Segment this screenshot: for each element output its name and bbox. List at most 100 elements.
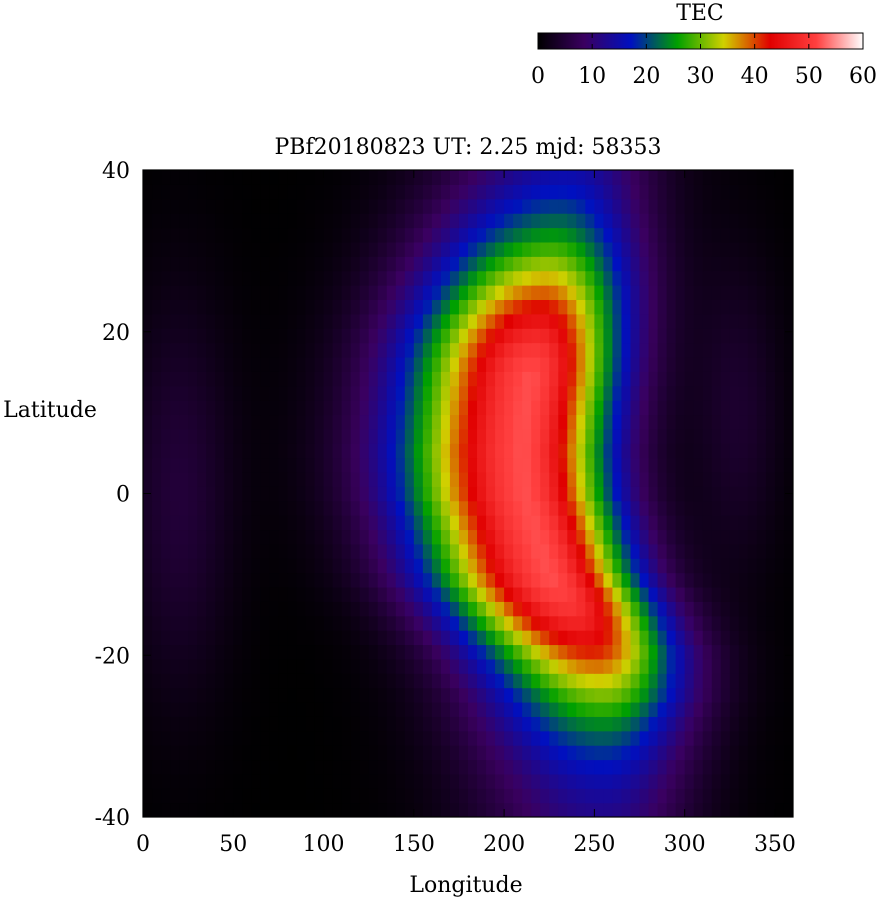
- heatmap-cell: [666, 457, 677, 473]
- heatmap-cell: [585, 601, 595, 617]
- heatmap-cell: [359, 170, 370, 185]
- heatmap-cell: [513, 615, 523, 631]
- heatmap-cell: [368, 170, 379, 185]
- heatmap-cell: [143, 400, 153, 416]
- heatmap-cell: [179, 687, 189, 703]
- heatmap-cell: [323, 270, 334, 286]
- heatmap-cell: [233, 414, 243, 430]
- heatmap-cell: [477, 443, 487, 459]
- heatmap-cell: [522, 241, 532, 257]
- heatmap-cell: [314, 500, 325, 516]
- heatmap-cell: [720, 443, 731, 459]
- heatmap-cell: [468, 687, 478, 703]
- heatmap-cell: [756, 227, 767, 243]
- heatmap-cell: [585, 170, 595, 185]
- heatmap-cell: [693, 428, 704, 444]
- heatmap-cell: [170, 285, 180, 300]
- heatmap-cell: [386, 385, 397, 401]
- heatmap-cell: [332, 788, 343, 804]
- heatmap-cell: [585, 658, 595, 674]
- heatmap-cell: [449, 428, 460, 444]
- heatmap-cell: [449, 572, 460, 588]
- heatmap-cell: [287, 285, 298, 300]
- heatmap-cell: [449, 486, 460, 502]
- heatmap-cell: [783, 414, 793, 430]
- heatmap-cell: [314, 644, 325, 660]
- heatmap-cell: [540, 299, 550, 315]
- heatmap-cell: [359, 630, 370, 646]
- heatmap-cell: [594, 716, 605, 732]
- heatmap-cell: [386, 586, 397, 602]
- heatmap-cell: [152, 515, 162, 531]
- heatmap-cell: [377, 256, 388, 272]
- heatmap-cell: [567, 342, 577, 358]
- heatmap-cell: [765, 256, 776, 272]
- heatmap-cell: [368, 400, 379, 416]
- heatmap-cell: [260, 428, 270, 444]
- heatmap-cell: [522, 471, 532, 487]
- heatmap-cell: [711, 198, 722, 214]
- heatmap-cell: [477, 184, 487, 200]
- heatmap-cell: [233, 716, 243, 732]
- heatmap-cell: [224, 658, 234, 674]
- heatmap-cell: [621, 788, 632, 804]
- heatmap-cell: [287, 500, 298, 516]
- heatmap-cell: [269, 400, 280, 416]
- heatmap-cell: [323, 457, 334, 473]
- heatmap-cell: [296, 687, 307, 703]
- heatmap-cell: [296, 673, 307, 689]
- heatmap-cell: [675, 400, 686, 416]
- heatmap-cell: [350, 400, 361, 416]
- heatmap-cell: [639, 630, 650, 646]
- heatmap-cell: [305, 328, 316, 344]
- heatmap-cell: [765, 586, 776, 602]
- heatmap-cell: [152, 486, 162, 502]
- heatmap-cell: [720, 299, 731, 315]
- heatmap-cell: [711, 658, 722, 674]
- heatmap-cell: [648, 457, 659, 473]
- heatmap-cell: [774, 256, 785, 272]
- heatmap-cell: [486, 443, 496, 459]
- heatmap-cell: [341, 184, 352, 200]
- heatmap-cell: [747, 788, 758, 804]
- heatmap-cell: [495, 630, 505, 646]
- heatmap-cell: [287, 299, 298, 315]
- heatmap-cell: [477, 227, 487, 243]
- heatmap-cell: [404, 342, 415, 358]
- heatmap-cell: [413, 644, 424, 660]
- heatmap-cell: [531, 730, 541, 746]
- heatmap-cell: [323, 428, 334, 444]
- heatmap-cell: [143, 428, 153, 444]
- heatmap-cell: [458, 227, 469, 243]
- heatmap-cell: [233, 529, 243, 545]
- heatmap-cell: [477, 299, 487, 315]
- heatmap-cell: [513, 802, 523, 817]
- heatmap-cell: [720, 385, 731, 401]
- heatmap-cell: [684, 198, 695, 214]
- heatmap-cell: [152, 299, 162, 315]
- heatmap-cell: [711, 184, 722, 200]
- heatmap-cell: [639, 313, 650, 329]
- heatmap-cell: [386, 773, 397, 789]
- heatmap-cell: [296, 241, 307, 257]
- heatmap-cell: [224, 701, 234, 717]
- heatmap-cell: [323, 256, 334, 272]
- heatmap-cell: [404, 471, 415, 487]
- heatmap-cell: [765, 443, 776, 459]
- heatmap-cell: [747, 759, 758, 775]
- x-tick-label: 0: [136, 832, 150, 857]
- heatmap-cell: [648, 630, 659, 646]
- heatmap-cell: [585, 500, 595, 516]
- heatmap-cell: [738, 558, 749, 574]
- heatmap-cell: [522, 601, 532, 617]
- heatmap-cell: [368, 356, 379, 372]
- heatmap-cell: [585, 529, 595, 545]
- heatmap-cell: [197, 428, 207, 444]
- heatmap-cell: [170, 299, 180, 315]
- heatmap-cell: [269, 256, 280, 272]
- heatmap-cell: [513, 673, 523, 689]
- heatmap-cell: [377, 457, 388, 473]
- heatmap-cell: [621, 428, 632, 444]
- heatmap-cell: [549, 773, 559, 789]
- heatmap-cell: [296, 500, 307, 516]
